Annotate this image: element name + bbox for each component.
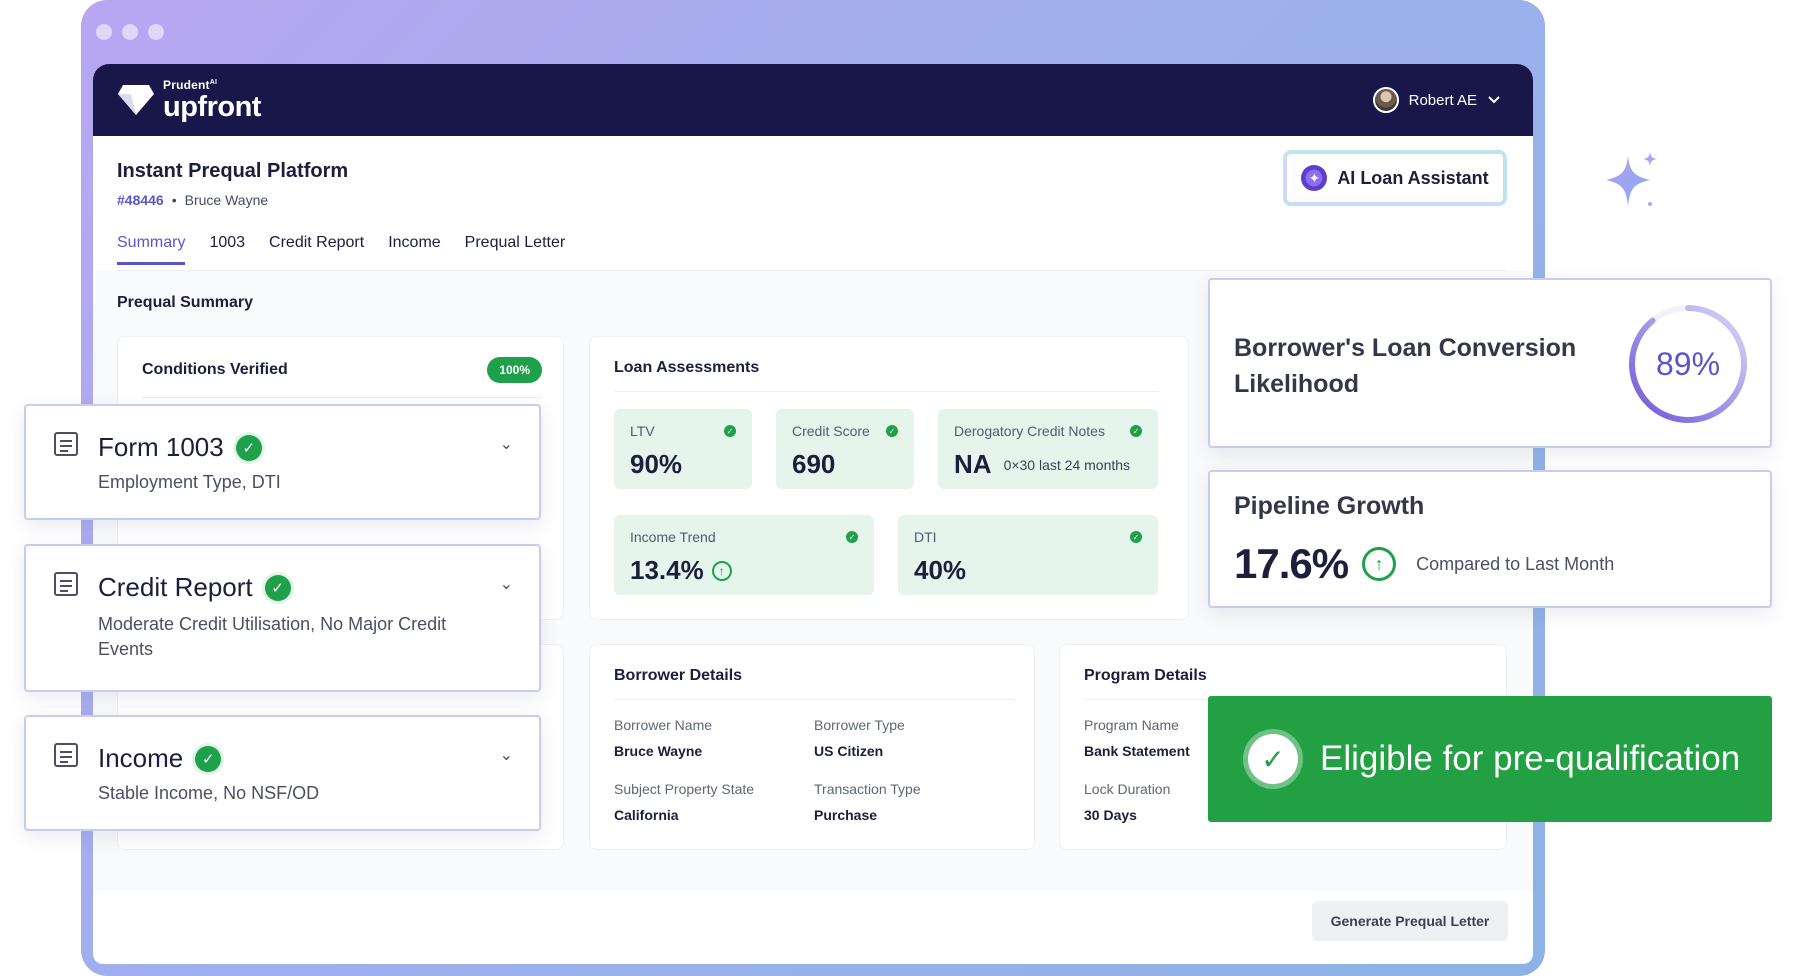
metric-label: Credit Score [792,423,870,439]
tab-credit-report[interactable]: Credit Report [269,234,365,251]
eligibility-banner: ✓ Eligible for pre-qualification [1208,696,1772,822]
detail-transaction-type: Transaction Type Purchase [814,781,921,823]
detail-property-state: Subject Property State California [614,781,755,823]
accordion-income[interactable]: Income ✓ Stable Income, No NSF/OD ⌄ [24,715,541,831]
brand-name: upfront [163,90,261,123]
likelihood-value: 89% [1655,345,1721,382]
loan-assessments-title: Loan Assessments [614,359,760,376]
detail-borrower-name: Borrower Name Bruce Wayne [614,717,713,759]
avatar [1372,87,1399,113]
user-name: Robert AE [1408,91,1477,109]
metric-ltv: LTV ✓ 90% [614,409,752,489]
document-list-icon [54,572,78,596]
pipeline-value: 17.6% [1234,540,1349,587]
pipeline-title: Pipeline Growth [1234,492,1425,520]
metric-value: NA [954,449,992,479]
top-bar: PrudentAI upfront Robert AE [93,64,1533,136]
metric-dti: DTI ✓ 40% [898,515,1158,595]
pipeline-growth-card: Pipeline Growth 17.6% ↑ Compared to Last… [1208,470,1772,608]
arrow-up-circle-icon: ↑ [711,560,732,581]
window-dot[interactable] [122,24,138,40]
chevron-down-icon[interactable]: ⌄ [499,747,513,764]
tab-bar: Summary 1003 Credit Report Income Prequa… [117,234,565,265]
check-badge-icon: ✓ [1130,531,1142,543]
metric-income-trend: Income Trend ✓ 13.4% ↑ [614,515,874,595]
ai-loan-assistant-button[interactable]: ✦ AI Loan Assistant [1283,150,1507,206]
window-dot[interactable] [148,24,164,40]
chevron-down-icon[interactable]: ⌄ [499,436,513,453]
check-badge-icon: ✓ [264,574,291,601]
tab-1003[interactable]: 1003 [209,234,246,251]
check-badge-icon: ✓ [1130,425,1142,437]
page-title: Instant Prequal Platform [117,160,349,182]
document-list-icon [54,432,78,456]
check-badge-icon: ✓ [1248,734,1298,784]
detail-lock-duration: Lock Duration 30 Days [1084,781,1171,823]
program-details-title: Program Details [1084,667,1207,684]
check-badge-icon: ✓ [195,745,222,772]
metric-derogatory: Derogatory Credit Notes ✓ NA 0×30 last 24 … [938,409,1158,489]
borrower-name: Bruce Wayne [184,192,269,208]
separator: • [171,192,177,208]
tabs-divider [117,270,1507,271]
metric-label: Income Trend [630,529,716,545]
accordion-form-1003[interactable]: Form 1003 ✓ Employment Type, DTI ⌄ [24,404,541,520]
metric-value: 90% [630,449,683,479]
check-badge-icon: ✓ [724,425,736,437]
likelihood-gauge [1629,305,1747,423]
tab-prequal-letter[interactable]: Prequal Letter [464,234,566,251]
user-menu[interactable]: Robert AE [1372,87,1501,113]
tab-summary[interactable]: Summary [117,234,186,265]
loan-subtitle: #48446 • Bruce Wayne [117,192,268,208]
conversion-likelihood-card: Borrower's Loan Conversion Likelihood 89… [1208,278,1772,448]
accordion-title: Income [98,743,184,773]
metric-label: LTV [630,423,655,439]
brand[interactable]: PrudentAI upfront [117,79,261,122]
window-dot[interactable] [96,24,112,40]
accordion-title: Credit Report [98,572,253,602]
window-controls [96,24,164,40]
metric-credit-score: Credit Score ✓ 690 [776,409,914,489]
pipeline-note: Compared to Last Month [1416,553,1615,574]
chevron-down-icon [1488,96,1500,104]
generate-prequal-letter-button[interactable]: Generate Prequal Letter [1312,901,1508,941]
metric-value: 690 [792,449,836,479]
brand-company: PrudentAI [163,77,218,92]
tab-income[interactable]: Income [388,234,441,251]
document-list-icon [54,743,78,767]
sparkle-icon: ✦ [1301,165,1328,191]
accordion-title: Form 1003 [98,432,224,462]
prequal-summary-title: Prequal Summary [117,294,254,311]
borrower-details-card: Borrower Details Borrower Name Bruce Way… [589,644,1035,850]
borrower-details-title: Borrower Details [614,667,743,684]
accordion-description: Stable Income, No NSF/OD [98,783,320,803]
accordion-description: Moderate Credit Utilisation, No Major Cr… [98,614,447,660]
metric-label: Derogatory Credit Notes [954,423,1105,439]
check-badge-icon: ✓ [235,434,262,461]
metric-note: 0×30 last 24 months [1003,456,1131,473]
diamond-logo-icon [118,85,154,115]
ai-button-label: AI Loan Assistant [1337,167,1489,188]
conditions-title: Conditions Verified [142,361,288,378]
accordion-credit-report[interactable]: Credit Report ✓ Moderate Credit Utilisati… [24,544,541,692]
arrow-up-circle-icon: ↑ [1362,547,1397,581]
loan-assessments-card: Loan Assessments LTV ✓ 90% Credit Score ✓ … [589,336,1189,620]
eligibility-label: Eligible for pre-qualification [1320,739,1741,778]
check-badge-icon: ✓ [886,425,898,437]
loan-id: #48446 [117,192,164,208]
check-badge-icon: ✓ [846,531,858,543]
accordion-description: Employment Type, DTI [98,472,281,492]
metric-value: 13.4% [630,555,704,585]
status-badge: 100% [487,357,542,383]
metric-label: DTI [914,529,937,545]
sparkle-icon [1606,152,1657,206]
detail-program-name: Program Name Bank Statement [1084,717,1190,759]
metric-value: 40% [914,555,967,585]
likelihood-title: Borrower's Loan Conversion Likelihood [1234,334,1577,399]
chevron-down-icon[interactable]: ⌄ [499,576,513,593]
detail-borrower-type: Borrower Type US Citizen [814,717,905,759]
